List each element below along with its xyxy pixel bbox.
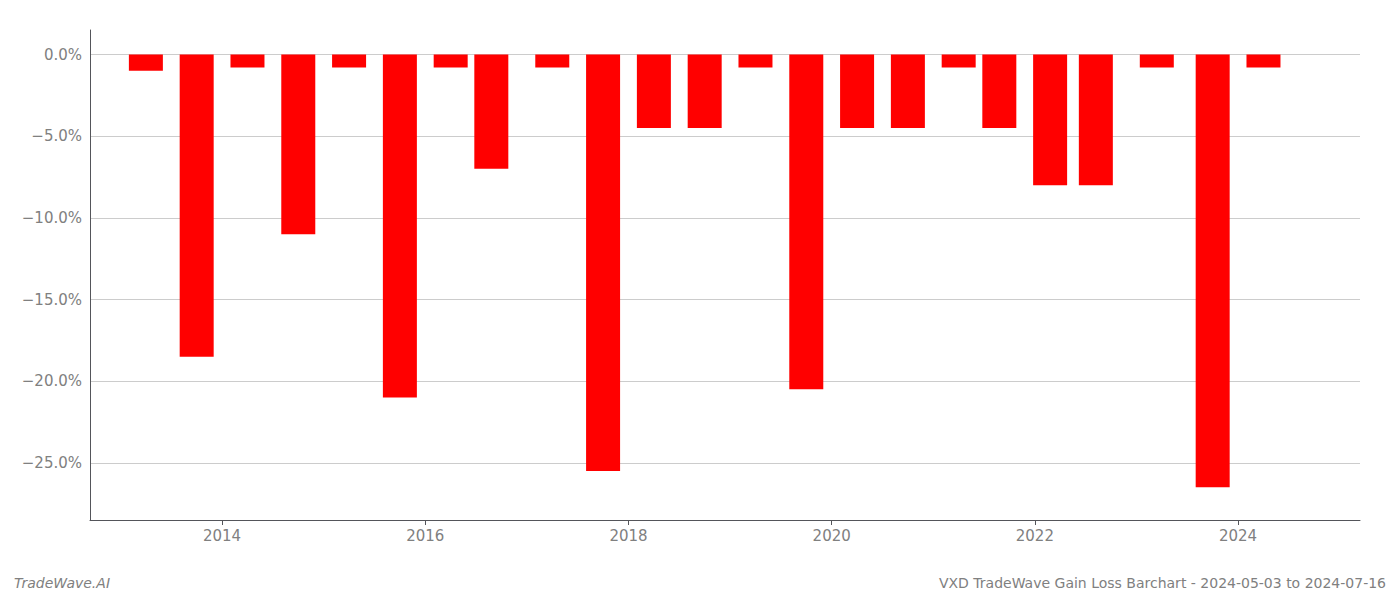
svg-text:2020: 2020	[813, 527, 851, 545]
svg-text:−20.0%: −20.0%	[22, 372, 82, 390]
svg-text:2018: 2018	[609, 527, 647, 545]
svg-text:−15.0%: −15.0%	[22, 291, 82, 309]
svg-text:TradeWave.AI: TradeWave.AI	[14, 575, 110, 591]
svg-text:−25.0%: −25.0%	[22, 454, 82, 472]
svg-text:−5.0%: −5.0%	[31, 127, 82, 145]
svg-text:VXD TradeWave Gain Loss Barcha: VXD TradeWave Gain Loss Barchart - 2024-…	[939, 575, 1386, 591]
svg-text:0.0%: 0.0%	[44, 46, 82, 64]
svg-text:2016: 2016	[406, 527, 444, 545]
svg-text:−10.0%: −10.0%	[22, 209, 82, 227]
svg-text:2014: 2014	[203, 527, 241, 545]
svg-text:2022: 2022	[1016, 527, 1054, 545]
svg-text:2024: 2024	[1219, 527, 1257, 545]
